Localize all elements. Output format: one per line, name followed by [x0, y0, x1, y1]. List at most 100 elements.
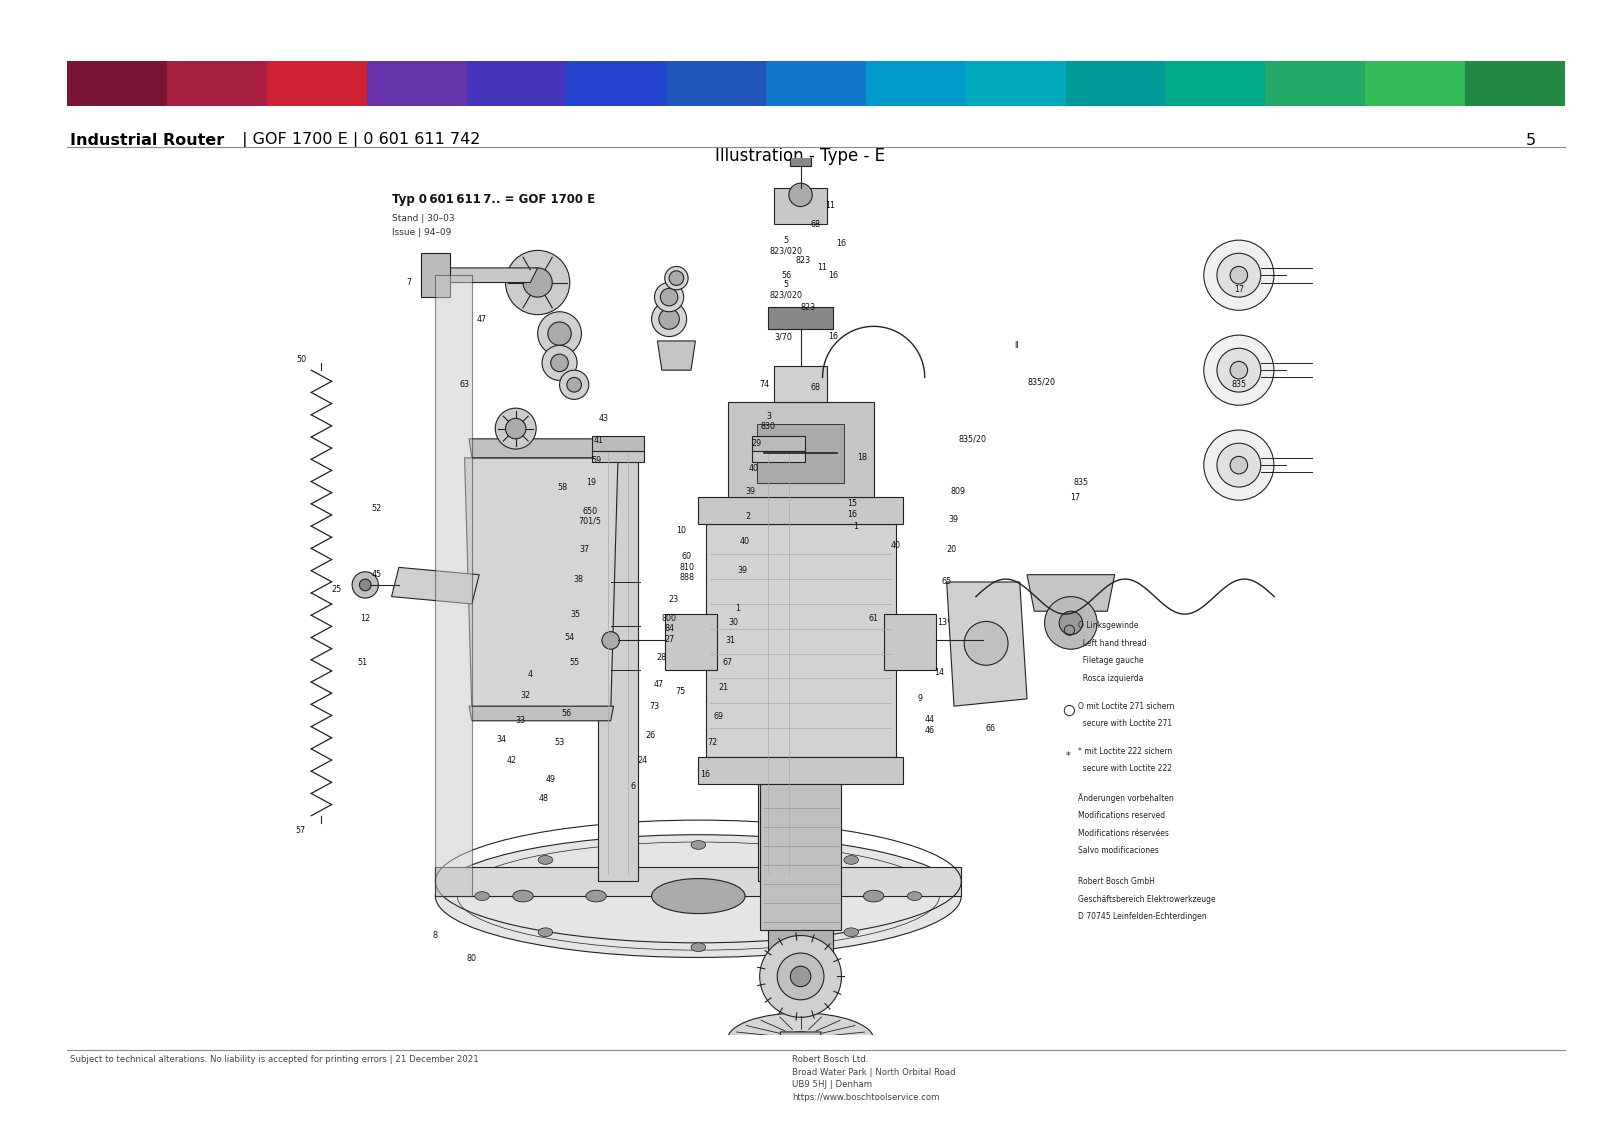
Bar — [752, 450, 805, 463]
Polygon shape — [435, 275, 472, 896]
Text: 80: 80 — [467, 955, 477, 964]
Text: Änderungen vorbehalten: Änderungen vorbehalten — [1078, 793, 1174, 803]
Bar — [666, 61, 766, 106]
Text: 67: 67 — [723, 658, 733, 667]
Bar — [883, 614, 936, 670]
Polygon shape — [781, 1031, 821, 1090]
Text: 10: 10 — [675, 526, 686, 535]
Text: Robert Bosch Ltd.
Broad Water Park | North Orbital Road
UB9 5HJ | Denham
https:/: Robert Bosch Ltd. Broad Water Park | Nor… — [792, 1055, 955, 1102]
Circle shape — [651, 302, 686, 337]
Text: 52: 52 — [371, 504, 382, 513]
Ellipse shape — [538, 855, 552, 864]
Text: 809: 809 — [950, 487, 966, 495]
Text: 39: 39 — [949, 515, 958, 524]
Text: 53: 53 — [555, 739, 565, 748]
Ellipse shape — [782, 1031, 818, 1046]
Text: 35: 35 — [571, 610, 581, 619]
Bar — [757, 424, 845, 483]
Bar — [1066, 61, 1165, 106]
Text: 9: 9 — [918, 694, 923, 703]
Text: 5
823/020: 5 823/020 — [770, 236, 803, 256]
Text: 41: 41 — [594, 435, 603, 444]
Polygon shape — [597, 450, 638, 881]
Text: 3
830: 3 830 — [762, 412, 776, 431]
Circle shape — [1203, 335, 1274, 405]
Text: 8: 8 — [434, 931, 438, 940]
Bar — [1466, 61, 1565, 106]
Ellipse shape — [728, 1013, 874, 1065]
Circle shape — [654, 283, 683, 312]
Text: 3/70: 3/70 — [774, 333, 792, 342]
Bar — [760, 784, 842, 930]
Text: 14: 14 — [934, 668, 944, 677]
Bar — [67, 61, 166, 106]
Circle shape — [789, 183, 813, 207]
Circle shape — [669, 270, 683, 285]
Text: D 70745 Leinfelden-Echterdingen: D 70745 Leinfelden-Echterdingen — [1078, 912, 1206, 921]
Text: 16: 16 — [837, 239, 846, 248]
Ellipse shape — [907, 891, 922, 900]
Text: 30: 30 — [728, 619, 738, 628]
Text: 823: 823 — [800, 303, 816, 312]
Text: 16: 16 — [701, 770, 710, 779]
Text: Modifications réservées: Modifications réservées — [1078, 829, 1170, 838]
Text: Industrial Router: Industrial Router — [70, 132, 224, 148]
Polygon shape — [947, 582, 1027, 706]
Text: 37: 37 — [579, 545, 589, 554]
Bar — [1165, 61, 1266, 106]
Text: 54: 54 — [565, 633, 574, 642]
Polygon shape — [698, 758, 902, 784]
Text: 44
46: 44 46 — [925, 716, 934, 735]
Bar — [790, 152, 811, 165]
Text: 1: 1 — [736, 604, 741, 613]
Ellipse shape — [790, 890, 811, 901]
Text: 1: 1 — [854, 523, 859, 530]
Circle shape — [659, 309, 680, 329]
Text: 11: 11 — [818, 264, 827, 273]
Circle shape — [547, 322, 571, 345]
Circle shape — [1218, 348, 1261, 392]
Text: 5
823/020: 5 823/020 — [770, 280, 803, 300]
Text: 5: 5 — [1526, 132, 1536, 148]
Bar — [966, 61, 1066, 106]
Ellipse shape — [538, 927, 552, 936]
Circle shape — [566, 378, 581, 392]
Text: Issue | 94–09: Issue | 94–09 — [392, 228, 451, 238]
Text: 59: 59 — [590, 456, 602, 465]
Text: 28: 28 — [656, 654, 667, 663]
Circle shape — [496, 408, 536, 449]
Polygon shape — [658, 340, 696, 370]
Circle shape — [760, 935, 842, 1018]
Text: 47: 47 — [477, 314, 486, 323]
Circle shape — [778, 953, 824, 1000]
Text: Stand | 30–03: Stand | 30–03 — [392, 214, 454, 223]
Text: 25: 25 — [331, 585, 341, 594]
Text: 40: 40 — [749, 464, 758, 473]
Text: Salvo modificaciones: Salvo modificaciones — [1078, 846, 1158, 855]
Text: 13¹: 13¹ — [938, 619, 950, 628]
Circle shape — [360, 579, 371, 590]
Circle shape — [523, 268, 552, 297]
Circle shape — [1230, 456, 1248, 474]
Circle shape — [560, 370, 589, 399]
Text: Left hand thread: Left hand thread — [1078, 639, 1147, 648]
Circle shape — [965, 621, 1008, 665]
Text: secure with Loctite 271: secure with Loctite 271 — [1078, 719, 1173, 728]
Ellipse shape — [435, 835, 962, 958]
Polygon shape — [435, 866, 962, 896]
Text: 835: 835 — [1232, 380, 1246, 389]
Circle shape — [1218, 253, 1261, 297]
Text: | GOF 1700 E | 0 601 611 742: | GOF 1700 E | 0 601 611 742 — [237, 132, 480, 148]
Text: 49: 49 — [546, 775, 555, 784]
Text: 650
701/5: 650 701/5 — [579, 507, 602, 526]
Bar — [768, 930, 832, 974]
Text: 11: 11 — [826, 200, 835, 209]
Text: 18: 18 — [858, 454, 867, 463]
Text: 61: 61 — [869, 614, 878, 623]
Ellipse shape — [691, 943, 706, 951]
Text: 26: 26 — [645, 731, 654, 740]
Polygon shape — [774, 365, 827, 403]
Text: Rosca izquierda: Rosca izquierda — [1078, 674, 1144, 683]
Circle shape — [1230, 362, 1248, 379]
Text: 69: 69 — [714, 711, 723, 720]
